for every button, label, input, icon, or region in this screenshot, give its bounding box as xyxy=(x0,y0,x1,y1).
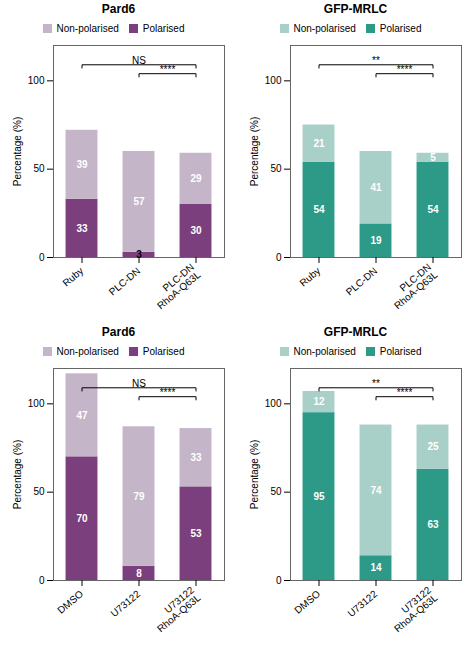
svg-text:33: 33 xyxy=(76,223,88,234)
svg-text:U73122: U73122 xyxy=(345,588,379,619)
svg-text:14: 14 xyxy=(370,562,382,573)
svg-text:63: 63 xyxy=(427,519,439,530)
svg-text:29: 29 xyxy=(190,173,202,184)
svg-text:79: 79 xyxy=(133,491,145,502)
html-text:Polarised: Polarised xyxy=(379,345,422,357)
html-text:Non-polarised: Non-polarised xyxy=(293,22,356,34)
svg-text:100: 100 xyxy=(265,75,282,86)
svg-text:0: 0 xyxy=(39,252,45,263)
html-text:Pard6: Pard6 xyxy=(101,2,136,16)
svg-text:95: 95 xyxy=(313,491,325,502)
svg-text:NS: NS xyxy=(132,55,146,66)
svg-text:100: 100 xyxy=(28,398,45,409)
svg-text:PLC-DNRhoA-Q63L: PLC-DNRhoA-Q63L xyxy=(386,261,440,311)
html-text:Polarised: Polarised xyxy=(142,22,185,34)
svg-text:50: 50 xyxy=(270,486,282,497)
svg-text:74: 74 xyxy=(370,485,382,496)
svg-text:41: 41 xyxy=(370,182,382,193)
svg-text:**: ** xyxy=(372,378,380,389)
svg-text:Percentage (%): Percentage (%) xyxy=(249,117,260,186)
html-text:Non-polarised: Non-polarised xyxy=(293,345,356,357)
svg-text:54: 54 xyxy=(427,204,439,215)
svg-text:100: 100 xyxy=(265,398,282,409)
svg-text:25: 25 xyxy=(427,441,439,452)
svg-text:0: 0 xyxy=(39,575,45,586)
svg-text:PLC-DN: PLC-DN xyxy=(107,265,143,297)
svg-text:50: 50 xyxy=(33,163,45,174)
svg-text:Percentage (%): Percentage (%) xyxy=(12,440,23,509)
svg-text:47: 47 xyxy=(76,410,88,421)
svg-text:Ruby: Ruby xyxy=(60,265,85,288)
svg-text:50: 50 xyxy=(270,163,282,174)
svg-text:8: 8 xyxy=(136,568,142,579)
svg-text:39: 39 xyxy=(76,159,88,170)
svg-text:****: **** xyxy=(160,64,176,75)
html-text:Polarised: Polarised xyxy=(142,345,185,357)
svg-text:****: **** xyxy=(160,387,176,398)
html-text:Non-polarised: Non-polarised xyxy=(56,22,119,34)
svg-text:U73122RhoA-Q63L: U73122RhoA-Q63L xyxy=(386,584,440,634)
svg-text:0: 0 xyxy=(276,252,282,263)
svg-text:57: 57 xyxy=(133,196,145,207)
svg-text:PLC-DNRhoA-Q63L: PLC-DNRhoA-Q63L xyxy=(149,261,203,311)
svg-text:Percentage (%): Percentage (%) xyxy=(249,440,260,509)
svg-text:PLC-DN: PLC-DN xyxy=(344,265,380,297)
svg-text:100: 100 xyxy=(28,75,45,86)
svg-text:12: 12 xyxy=(313,396,325,407)
svg-text:U73122: U73122 xyxy=(108,588,142,619)
svg-text:Percentage (%): Percentage (%) xyxy=(12,117,23,186)
svg-text:70: 70 xyxy=(76,513,88,524)
svg-text:DMSO: DMSO xyxy=(292,588,322,616)
svg-text:53: 53 xyxy=(190,528,202,539)
svg-text:****: **** xyxy=(397,64,413,75)
svg-text:**: ** xyxy=(372,55,380,66)
svg-text:Ruby: Ruby xyxy=(297,265,322,288)
svg-text:0: 0 xyxy=(276,575,282,586)
html-text:Polarised: Polarised xyxy=(379,22,422,34)
svg-text:54: 54 xyxy=(313,204,325,215)
html-text:Non-polarised: Non-polarised xyxy=(56,345,119,357)
svg-text:19: 19 xyxy=(370,235,382,246)
svg-text:21: 21 xyxy=(313,138,325,149)
svg-text:3: 3 xyxy=(136,249,142,260)
svg-text:U73122RhoA-Q63L: U73122RhoA-Q63L xyxy=(149,584,203,634)
svg-text:50: 50 xyxy=(33,486,45,497)
svg-text:5: 5 xyxy=(430,152,436,163)
html-text:GFP-MRLC: GFP-MRLC xyxy=(323,2,388,16)
svg-text:33: 33 xyxy=(190,452,202,463)
html-text:GFP-MRLC: GFP-MRLC xyxy=(323,325,388,339)
svg-text:****: **** xyxy=(397,387,413,398)
svg-text:30: 30 xyxy=(190,225,202,236)
html-text:Pard6: Pard6 xyxy=(101,325,136,339)
svg-text:NS: NS xyxy=(132,378,146,389)
svg-text:DMSO: DMSO xyxy=(55,588,85,616)
